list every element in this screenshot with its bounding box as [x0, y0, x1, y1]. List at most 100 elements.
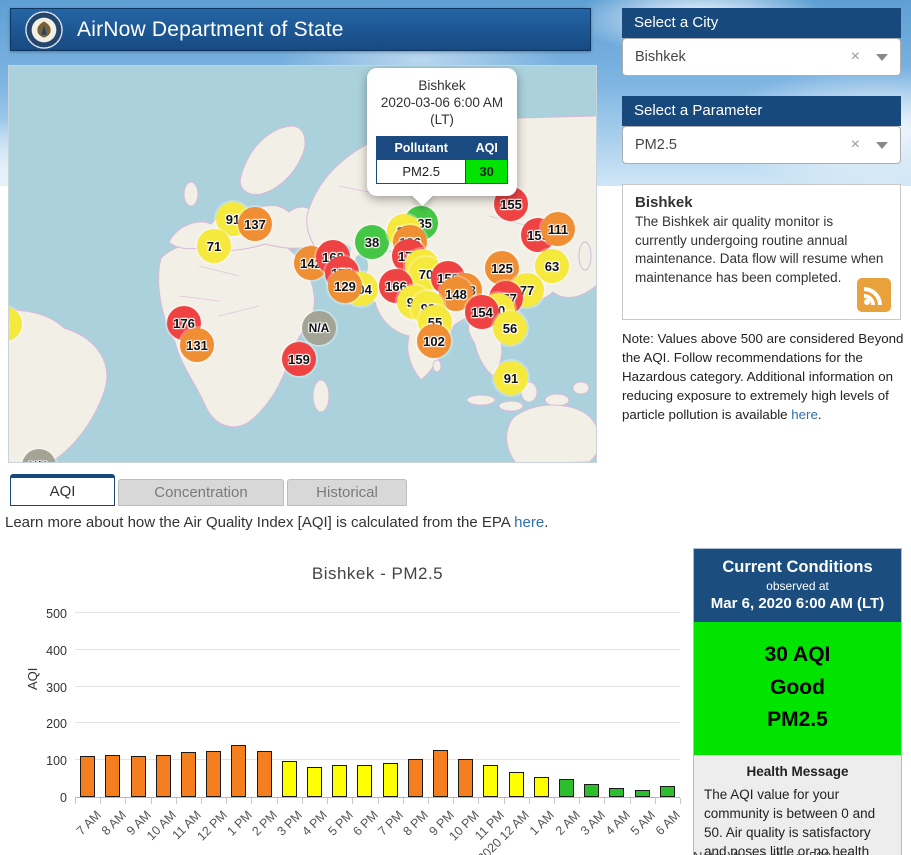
x-axis-tick: [125, 798, 127, 804]
chart-bar[interactable]: [533, 777, 549, 797]
x-axis-label: 6 PM: [350, 808, 381, 839]
app-title: AirNow Department of State: [77, 17, 344, 41]
map-marker[interactable]: 137: [238, 207, 272, 241]
x-axis-tick: [402, 798, 404, 804]
y-axis-tick-label: 0: [60, 791, 67, 805]
x-axis-tick: [201, 798, 203, 804]
map-marker[interactable]: 111: [541, 212, 575, 246]
chart-bar[interactable]: [281, 760, 297, 797]
chart-bar[interactable]: [80, 756, 96, 797]
chart-bar[interactable]: [180, 752, 196, 797]
x-axis-label: 6 AM: [653, 808, 684, 839]
city-clear-icon[interactable]: ×: [850, 48, 860, 65]
cc-health-block: Health Message The AQI value for your co…: [694, 754, 901, 855]
x-axis-label: 4 PM: [299, 808, 331, 839]
x-axis-tick: [352, 798, 354, 804]
tooltip-city: Bishkek: [418, 78, 466, 93]
x-axis-tick: [327, 798, 329, 804]
gridline: [75, 685, 680, 687]
cc-footnote: Note: Values above 500 are considered Be…: [693, 849, 905, 855]
x-axis-tick: [150, 798, 152, 804]
parameter-select-header: Select a Parameter: [622, 96, 901, 126]
tab-concentration[interactable]: Concentration: [118, 479, 284, 506]
chart-bar[interactable]: [357, 764, 373, 797]
map-marker[interactable]: 38: [355, 225, 389, 259]
x-axis-tick: [579, 798, 581, 804]
map-marker[interactable]: 102: [417, 324, 451, 358]
chart-bar[interactable]: [105, 755, 121, 797]
tooltip-aqi-value: 30: [465, 158, 508, 184]
chart-bar[interactable]: [584, 784, 600, 797]
map-marker[interactable]: 5: [9, 307, 22, 341]
chart-title: Bishkek - PM2.5: [311, 564, 444, 583]
x-axis-label: 3 PM: [274, 808, 306, 839]
tooltip-datetime: 2020-03-06 6:00 AM (LT): [380, 94, 504, 127]
map-marker[interactable]: 129: [328, 269, 362, 303]
city-select[interactable]: Bishkek ×: [622, 38, 901, 76]
parameter-clear-icon[interactable]: ×: [850, 136, 860, 153]
chart-bar[interactable]: [306, 766, 322, 797]
chart-bar[interactable]: [407, 759, 423, 797]
map-tooltip: Bishkek 2020-03-06 6:00 AM (LT) Pollutan…: [367, 68, 517, 206]
city-select-header: Select a City: [622, 8, 901, 38]
parameter-select[interactable]: PM2.5 ×: [622, 126, 901, 164]
x-axis-label: 1 PM: [224, 808, 255, 839]
tooltip-pollutant-header: Pollutant: [375, 135, 467, 160]
parameter-caret-icon[interactable]: [876, 141, 888, 149]
dos-seal-icon: [25, 10, 63, 49]
x-axis-label: 8 PM: [400, 808, 432, 839]
chart-bar[interactable]: [559, 779, 575, 797]
world-map[interactable]: 5N/A9113771142168171104129176131N/A15938…: [8, 65, 597, 463]
map-marker[interactable]: 91: [494, 361, 528, 395]
parameter-select-value: PM2.5: [635, 137, 677, 153]
cc-title: Current Conditions: [722, 558, 873, 576]
chart-bar[interactable]: [332, 764, 348, 797]
cc-datetime: Mar 6, 2020 6:00 AM (LT): [710, 595, 885, 612]
current-conditions-header: Current Conditions observed at Mar 6, 20…: [694, 549, 901, 622]
chart-bar[interactable]: [231, 745, 247, 797]
x-axis-tick: [528, 798, 530, 804]
x-axis-label: 5 PM: [325, 808, 356, 839]
chart-bar[interactable]: [458, 759, 474, 797]
map-marker[interactable]: N/A: [302, 311, 336, 345]
x-axis-label: 3 AM: [577, 808, 608, 839]
map-marker[interactable]: 63: [535, 249, 569, 283]
x-axis-tick: [503, 798, 505, 804]
app-header: AirNow Department of State: [10, 8, 591, 51]
tooltip-table: Pollutant AQI PM2.5 30: [375, 135, 508, 184]
learn-more-here-link[interactable]: here: [514, 514, 545, 531]
tab-aqi[interactable]: AQI: [10, 474, 115, 506]
chart-bar[interactable]: [609, 787, 625, 797]
learn-more-period: .: [544, 514, 549, 531]
tab-historical[interactable]: Historical: [287, 479, 407, 506]
chart-bar[interactable]: [433, 749, 449, 797]
x-axis-label: 2 AM: [552, 808, 583, 839]
map-marker[interactable]: 131: [180, 328, 214, 362]
x-axis-label: 7 AM: [73, 808, 104, 839]
chart-bar[interactable]: [382, 763, 398, 797]
x-axis-tick: [427, 798, 429, 804]
chart-plot-area: 0 100 200 300 400 500 7 AM 8 AM 9 AM 10 AM 11 AM 12…: [46, 607, 683, 855]
y-axis-tick-label: 200: [46, 717, 67, 732]
x-axis-tick: [100, 798, 102, 804]
map-marker[interactable]: 56: [493, 311, 527, 345]
chart-bar[interactable]: [634, 789, 650, 797]
x-axis-label: 2 PM: [249, 808, 280, 839]
learn-more-text: Learn more about how the Air Quality Ind…: [5, 514, 515, 531]
chart-bar[interactable]: [256, 751, 272, 797]
map-marker[interactable]: 71: [197, 229, 231, 263]
cc-pollutant: PM2.5: [767, 708, 828, 732]
chart-bar[interactable]: [483, 764, 499, 797]
cc-category: Good: [770, 675, 825, 699]
rss-icon[interactable]: [857, 278, 891, 312]
map-marker[interactable]: 159: [282, 342, 316, 376]
station-info-title: Bishkek: [635, 194, 693, 211]
chart-bar[interactable]: [130, 756, 146, 797]
city-caret-icon[interactable]: [876, 53, 888, 61]
note-here-link[interactable]: here: [791, 406, 818, 422]
chart-bar[interactable]: [206, 751, 222, 797]
chart-bar[interactable]: [659, 785, 675, 797]
chart-bar[interactable]: [508, 771, 524, 797]
chart-bar[interactable]: [155, 755, 171, 797]
map-marker[interactable]: N/A: [22, 449, 56, 462]
